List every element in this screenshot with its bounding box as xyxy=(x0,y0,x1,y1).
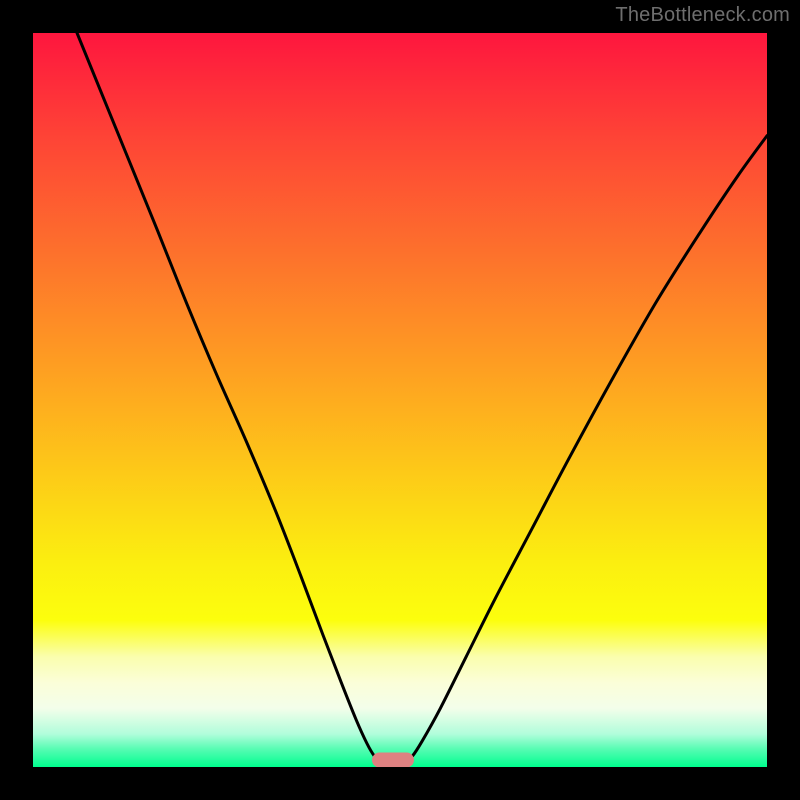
watermark-text: TheBottleneck.com xyxy=(615,4,790,27)
bottleneck-curve xyxy=(77,33,767,762)
optimal-point-marker xyxy=(372,752,414,767)
chart-curve-layer xyxy=(33,33,767,767)
chart-plot-area xyxy=(33,33,767,767)
